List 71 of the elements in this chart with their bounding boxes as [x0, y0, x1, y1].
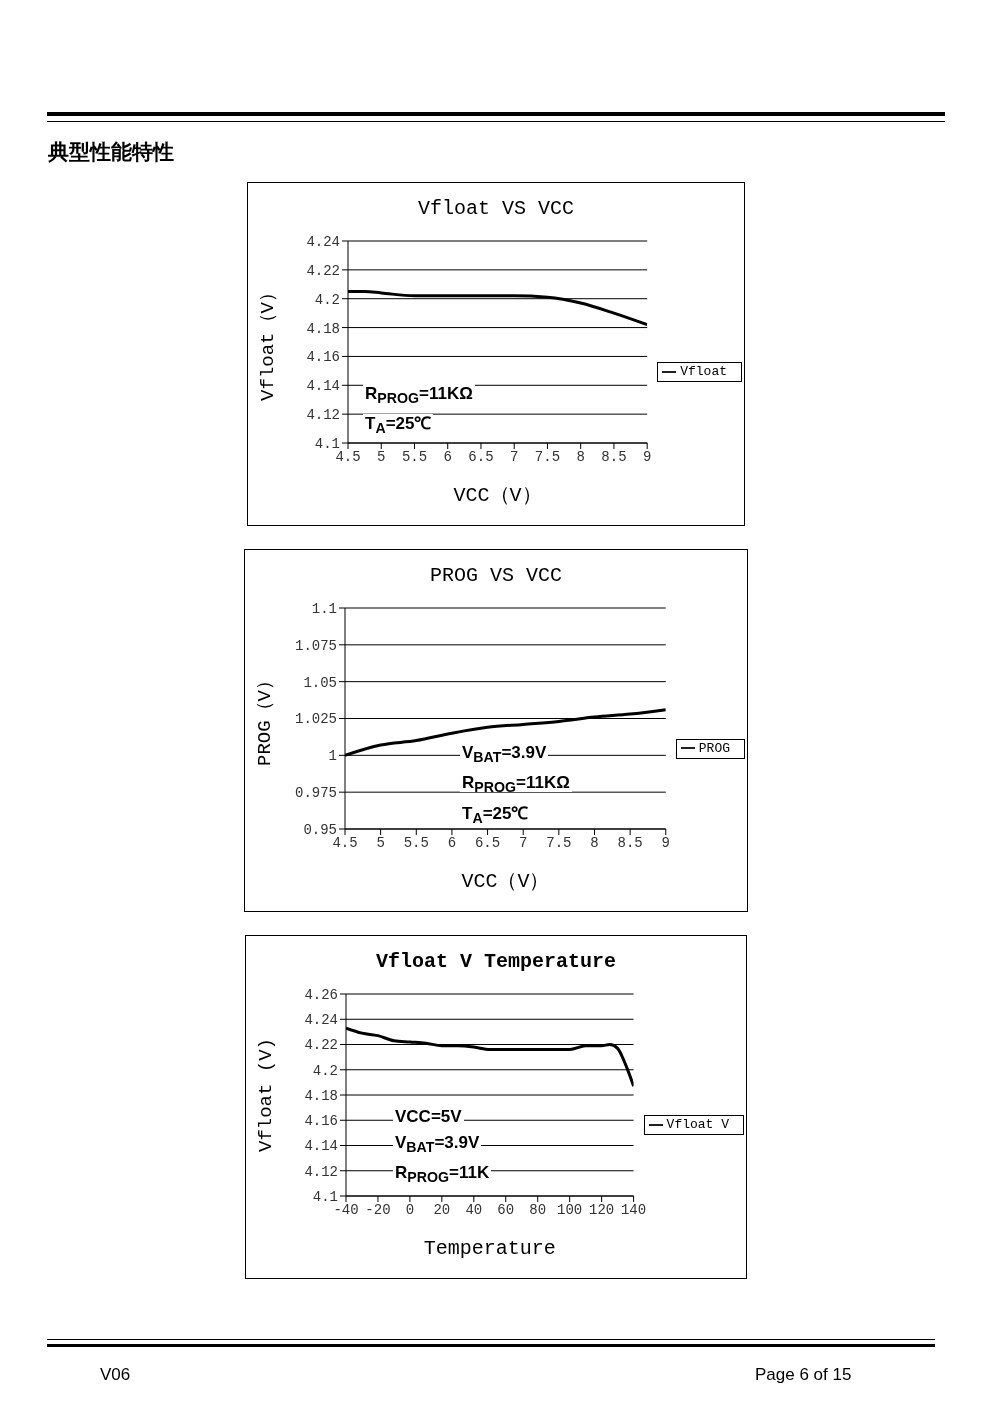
y-tick-label: 4.24: [306, 233, 340, 250]
y-tick-label: 4.12: [306, 407, 340, 424]
annotation: R$_{PROG}$=11KΩ: [364, 384, 474, 407]
y-tick-label: 4.26: [304, 986, 338, 1003]
annotation: R$_{PROG}$=11K: [393, 1163, 492, 1186]
x-tick-label: 8.5: [601, 448, 627, 465]
y-axis-title: Vfloat（V）: [256, 283, 279, 401]
x-tick-label: 0: [405, 1201, 415, 1218]
x-tick-label: 100: [557, 1201, 583, 1218]
y-tick-label: 4.16: [306, 349, 340, 366]
y-axis-title: Vfloat (V): [254, 1037, 277, 1153]
y-tick-label: 4.14: [306, 378, 340, 395]
y-tick-label: 4.14: [304, 1138, 338, 1155]
x-tick-label: 40: [465, 1201, 483, 1218]
x-tick-label: 9: [642, 448, 652, 465]
y-tick-label: 4.24: [304, 1012, 338, 1029]
annotation: T$_{A}$=25℃: [363, 414, 434, 437]
chart-title: Vfloat VS VCC: [417, 197, 575, 222]
x-axis-title: Temperature: [423, 1237, 556, 1260]
x-tick-label: 5.5: [403, 834, 429, 851]
x-tick-label: 7: [510, 448, 519, 465]
x-tick-label: 5: [376, 834, 385, 851]
chart-title: Vfloat V Temperature: [374, 950, 617, 975]
x-tick-label: 7.5: [534, 448, 561, 465]
y-tick-label: 1: [328, 748, 337, 765]
annotation: T$_{A}$=25℃: [461, 803, 530, 827]
y-tick-label: 0.975: [294, 785, 337, 802]
y-tick-label: 4.22: [306, 262, 340, 279]
x-tick-label: 9: [661, 834, 670, 851]
x-tick-label: 6: [447, 834, 457, 851]
x-tick-label: 8: [590, 834, 599, 851]
x-tick-label: -20: [365, 1201, 391, 1218]
y-tick-label: 4.18: [304, 1087, 338, 1104]
y-tick-label: 1.05: [303, 674, 337, 691]
x-tick-label: 7.5: [546, 834, 572, 851]
x-tick-label: 7: [519, 834, 528, 851]
y-tick-label: 1.025: [294, 711, 337, 728]
text: V06: [100, 1365, 131, 1385]
x-tick-label: 80: [529, 1201, 547, 1218]
chart-title: PROG VS VCC: [429, 564, 563, 589]
x-tick-label: 5.5: [401, 448, 428, 465]
x-axis-title: VCC（V）: [453, 484, 542, 507]
x-axis-title: VCC（V）: [461, 870, 550, 893]
y-tick-label: 4.22: [304, 1037, 338, 1054]
x-tick-label: 6.5: [474, 834, 501, 851]
x-tick-label: 6.5: [468, 448, 494, 465]
annotation: V$_{BAT}$=3.9V: [461, 743, 548, 766]
annotation: R$_{PROG}$=11KΩ: [460, 773, 572, 796]
y-tick-label: 4.2: [314, 291, 340, 308]
x-tick-label: 20: [433, 1201, 451, 1218]
y-tick-label: 4.18: [306, 320, 340, 337]
y-tick-label: 4.16: [304, 1113, 338, 1130]
y-tick-label: 1.075: [294, 637, 337, 654]
y-tick-label: 4.2: [312, 1062, 338, 1079]
legend-label: Vfloat: [680, 364, 727, 379]
text: 典型性能特性: [48, 139, 174, 166]
x-tick-label: 8.5: [617, 834, 643, 851]
x-tick-label: 8: [576, 448, 585, 465]
text: Page 6 of 15: [755, 1365, 852, 1385]
annotation: V$_{BAT}$=3.9V: [394, 1133, 481, 1156]
y-tick-label: 4.12: [304, 1163, 338, 1180]
y-tick-label: 1.1: [311, 600, 337, 617]
legend-label: Vfloat V: [666, 1117, 729, 1132]
x-tick-label: 60: [497, 1201, 515, 1218]
y-axis-title: PROG（V）: [253, 670, 276, 767]
x-tick-label: 140: [620, 1201, 647, 1218]
x-tick-label: 6: [443, 448, 452, 465]
legend-label: PROG: [698, 740, 730, 756]
annotation: VCC=5V: [393, 1107, 464, 1126]
x-tick-label: 120: [589, 1201, 615, 1218]
x-tick-label: 5: [377, 448, 386, 465]
